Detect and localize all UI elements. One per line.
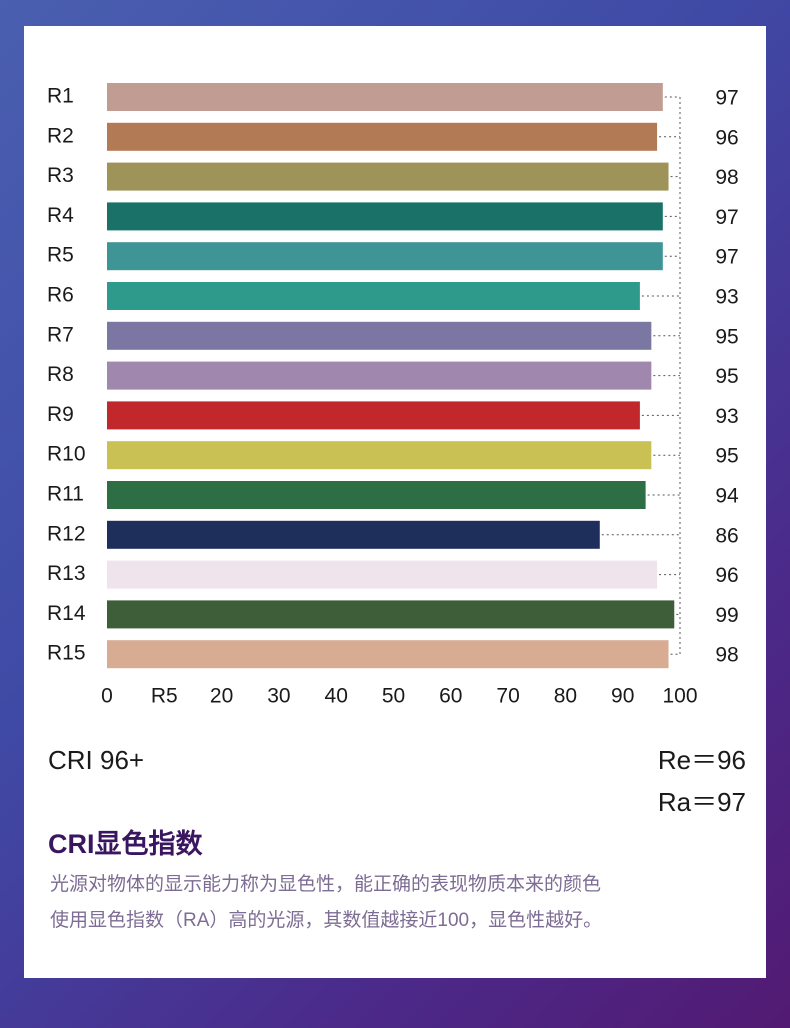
y-tick-label: R5 (47, 244, 74, 267)
y-tick-label: R4 (47, 204, 74, 227)
x-tick-label: R5 (151, 685, 178, 708)
paragraph-line: 光源对物体的显示能力称为显色性，能正确的表现物质本来的颜色 (50, 873, 601, 895)
bar (107, 441, 652, 470)
x-tick-label: 80 (554, 685, 577, 708)
cri-note: CRI 96+ (48, 745, 144, 775)
bar (107, 202, 663, 231)
bar (107, 282, 640, 310)
y-tick-label: R12 (47, 522, 86, 545)
x-tick-label: 30 (267, 685, 290, 708)
y-tick-label: R2 (47, 124, 74, 147)
value-label: 96 (715, 564, 738, 587)
value-label: 93 (715, 286, 738, 309)
bar (107, 361, 652, 390)
section-title: CRI显色指数 (48, 828, 203, 859)
y-tick-label: R14 (47, 602, 86, 625)
value-label: 93 (715, 405, 738, 428)
re-note: Re＝96 (658, 745, 746, 775)
ra-note: Ra＝97 (658, 787, 746, 817)
bar (107, 321, 652, 350)
value-label: 95 (715, 365, 738, 388)
x-tick-label: 50 (382, 685, 405, 708)
value-label: 96 (715, 126, 738, 149)
value-label: 98 (715, 166, 738, 189)
bar (107, 401, 640, 430)
value-label: 94 (715, 485, 739, 508)
y-tick-label: R10 (47, 443, 86, 466)
paragraph-line: 使用显色指数（RA）高的光源，其数值越接近100，显色性越好。 (50, 909, 602, 931)
value-label: 97 (715, 246, 738, 269)
x-tick-label: 90 (611, 685, 634, 708)
y-tick-label: R9 (47, 403, 74, 426)
value-label: 98 (715, 644, 738, 667)
x-tick-label: 100 (662, 685, 697, 708)
value-label: 99 (715, 604, 738, 627)
y-tick-label: R15 (47, 642, 86, 665)
x-tick-label: 40 (325, 685, 348, 708)
y-tick-label: R3 (47, 164, 74, 187)
value-label: 95 (715, 325, 738, 348)
value-label: 97 (715, 206, 738, 229)
y-tick-label: R11 (47, 483, 84, 506)
bar (107, 640, 669, 669)
y-tick-label: R1 (47, 85, 74, 108)
y-tick-label: R7 (47, 323, 74, 346)
bar (107, 83, 663, 111)
value-label: 86 (715, 524, 738, 547)
x-tick-label: 20 (210, 685, 233, 708)
bar (107, 242, 663, 271)
y-tick-label: R8 (47, 363, 74, 386)
value-label: 95 (715, 445, 738, 468)
x-tick-label: 70 (496, 685, 519, 708)
bar (107, 481, 646, 509)
x-tick-label: 60 (439, 685, 462, 708)
bar (107, 600, 675, 629)
x-tick-label: 0 (101, 685, 113, 708)
bar (107, 520, 600, 549)
bar (107, 560, 658, 589)
bar (107, 162, 669, 191)
bar (107, 122, 658, 151)
value-label: 97 (715, 87, 738, 110)
y-tick-label: R13 (47, 562, 86, 585)
y-tick-label: R6 (47, 284, 74, 307)
